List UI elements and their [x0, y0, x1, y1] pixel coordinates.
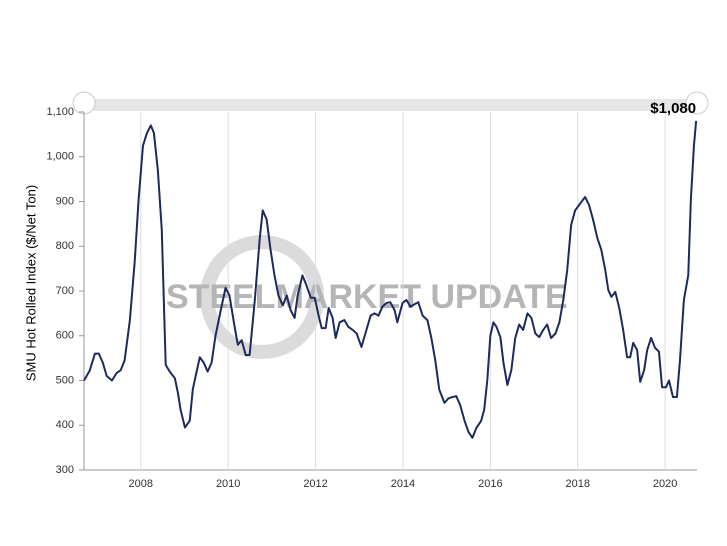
data-line: [83, 120, 698, 439]
y-tick-label: 700: [56, 285, 74, 297]
scroll-handle-right[interactable]: [685, 91, 709, 115]
x-tick-label: 2012: [303, 478, 327, 490]
y-tick-label: 300: [56, 464, 74, 476]
watermark: STEELMARKET UPDATE: [166, 278, 568, 316]
y-tick-label: 1,100: [46, 106, 74, 118]
y-tick-label: 400: [56, 419, 74, 431]
y-tick-label: 800: [56, 240, 74, 252]
watermark-logo: [200, 235, 324, 359]
x-tick-label: 2020: [653, 478, 677, 490]
y-tick-label: 1,000: [46, 151, 74, 163]
x-tick-label: 2014: [391, 478, 415, 490]
x-tick-label: 2016: [478, 478, 502, 490]
y-tick-label: 500: [56, 374, 74, 386]
y-tick-label: 600: [56, 330, 74, 342]
scroll-handle-left[interactable]: [72, 91, 96, 115]
y-axis-title: SMU Hot Rolled Index ($/Net Ton): [23, 185, 38, 381]
scrollbar-track[interactable]: [84, 99, 697, 111]
x-tick-label: 2008: [129, 478, 153, 490]
x-tick-label: 2010: [216, 478, 240, 490]
y-tick-label: 900: [56, 195, 74, 207]
data-label: $1,080: [650, 100, 696, 117]
x-tick-label: 2018: [565, 478, 589, 490]
